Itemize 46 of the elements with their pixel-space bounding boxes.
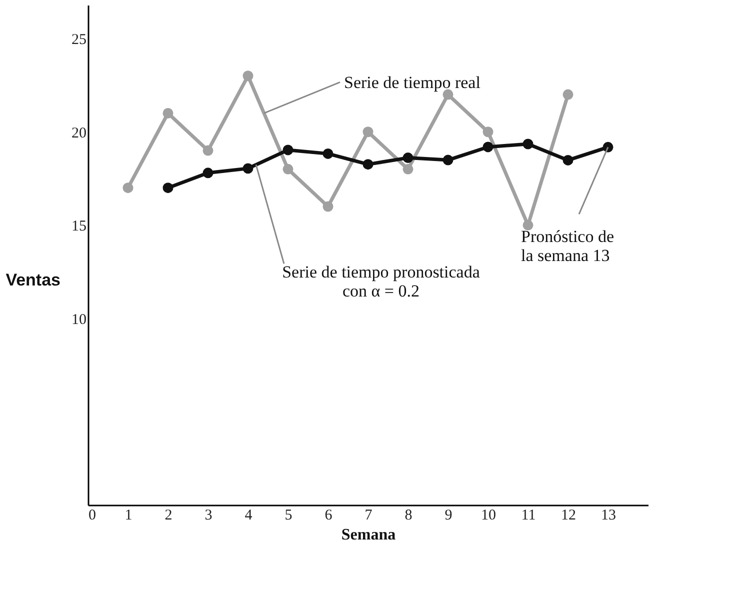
- point: [522, 138, 534, 150]
- x-tick-label: 5: [284, 508, 292, 524]
- point: [162, 182, 174, 194]
- x-tick-label: 0: [88, 508, 96, 524]
- point: [122, 182, 134, 194]
- point: [482, 142, 494, 152]
- point: [282, 144, 294, 156]
- point: [562, 154, 574, 166]
- x-tick-label: 4: [244, 508, 253, 524]
- x-tick-label: 6: [324, 508, 333, 524]
- x-axis-title: Semana: [341, 526, 396, 544]
- point: [362, 126, 374, 138]
- x-tick-label: 11: [521, 508, 536, 524]
- annotation: Serie de tiempo pronosticada con α = 0.2: [282, 262, 480, 301]
- x-tick-label: 7: [364, 508, 373, 524]
- point: [242, 70, 254, 82]
- y-axis-title: Ventas: [6, 270, 60, 290]
- y-tick-label: 15: [72, 218, 86, 235]
- point: [522, 220, 534, 230]
- x-tick-label: 1: [124, 508, 132, 524]
- x-tick-label: 8: [404, 508, 412, 524]
- point: [562, 89, 574, 100]
- x-tick-label: 13: [601, 508, 616, 524]
- point: [162, 108, 174, 118]
- point: [202, 168, 214, 178]
- point: [322, 148, 334, 159]
- point: [282, 164, 294, 174]
- y-tick-label: 25: [72, 32, 86, 48]
- point: [202, 145, 214, 156]
- x-tick-label: 9: [444, 508, 452, 524]
- point: [402, 152, 414, 164]
- point: [442, 154, 454, 166]
- x-tick-label: 3: [204, 508, 212, 524]
- y-tick-label: 20: [72, 125, 86, 142]
- y-tick-label: 10: [72, 312, 86, 328]
- annotation: Serie de tiempo real: [344, 73, 481, 92]
- point: [242, 163, 254, 174]
- x-tick-label: 2: [164, 508, 172, 524]
- point: [362, 159, 374, 170]
- point: [602, 142, 614, 152]
- point: [482, 126, 494, 138]
- x-tick-label: 10: [481, 508, 496, 524]
- point: [402, 164, 414, 174]
- point: [322, 201, 334, 212]
- annotation: Pronóstico de la semana 13: [521, 227, 614, 266]
- x-tick-label: 12: [561, 508, 576, 524]
